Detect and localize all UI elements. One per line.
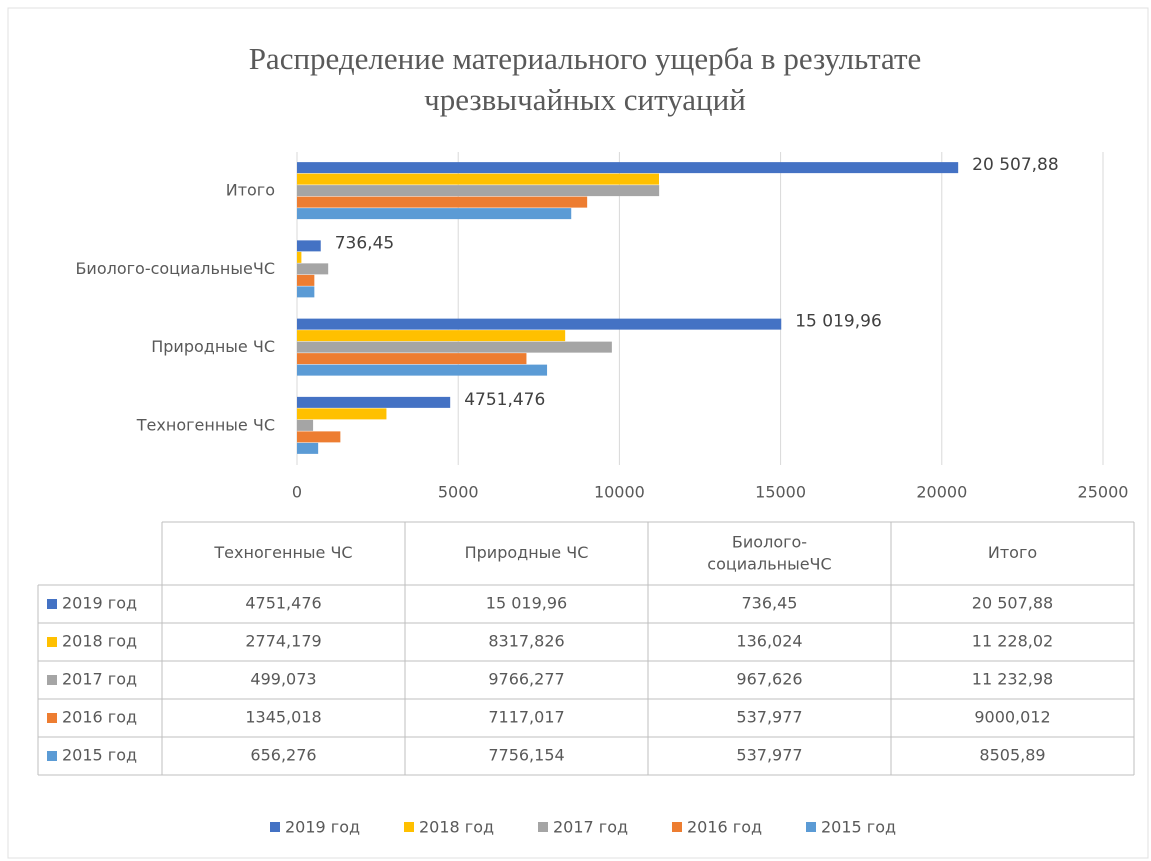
table-cell: 967,626 <box>736 670 802 689</box>
data-label: 15 019,96 <box>795 312 882 332</box>
data-label: 4751,476 <box>464 390 545 410</box>
bar <box>297 240 321 252</box>
table-cell: 537,977 <box>736 746 802 765</box>
table-cell: 499,073 <box>250 670 316 689</box>
table-cell: 11 228,02 <box>972 632 1053 651</box>
bar <box>297 208 572 220</box>
table-cell: 7756,154 <box>488 746 564 765</box>
bar <box>297 408 387 420</box>
bar <box>297 396 451 408</box>
table-cell: 2774,179 <box>245 632 321 651</box>
chart-border <box>7 7 1149 859</box>
table-cell: 11 232,98 <box>972 670 1053 689</box>
table-cell: 8317,826 <box>488 632 564 651</box>
legend-label: 2016 год <box>687 818 762 837</box>
bar <box>297 318 782 330</box>
legend-key <box>404 822 414 832</box>
bar <box>297 274 315 286</box>
table-cell: 9000,012 <box>974 708 1050 727</box>
bar <box>297 431 341 443</box>
legend-label: 2017 год <box>553 818 628 837</box>
bar <box>297 330 566 342</box>
y-tick-label: Техногенные ЧС <box>136 415 275 434</box>
bar <box>297 442 319 454</box>
table-row-label: 2018 год <box>62 632 137 651</box>
chart-title: чрезвычайных ситуаций <box>424 82 746 117</box>
bar <box>297 263 329 275</box>
x-tick-label: 10000 <box>594 483 645 502</box>
bar <box>297 185 660 197</box>
table-key <box>47 675 57 685</box>
x-tick-label: 0 <box>292 483 302 502</box>
table-cell: 20 507,88 <box>972 594 1053 613</box>
table-header: Биолого-социальныеЧС <box>707 532 831 573</box>
legend-key <box>806 822 816 832</box>
table-key <box>47 751 57 761</box>
table-header: Итого <box>988 543 1037 562</box>
table-row-label: 2015 год <box>62 746 137 765</box>
chart-title: Распределение материального ущерба в рез… <box>249 41 922 76</box>
bar <box>297 341 612 353</box>
table-header: Техногенные ЧС <box>213 543 352 562</box>
y-tick-label: Биолого-социальныеЧС <box>75 259 275 278</box>
table-row-label: 2019 год <box>62 594 137 613</box>
table-cell: 1345,018 <box>245 708 321 727</box>
table-key <box>47 713 57 723</box>
bar <box>297 196 588 208</box>
table-cell: 7117,017 <box>488 708 564 727</box>
bar <box>297 173 659 185</box>
table-key <box>47 637 57 647</box>
x-tick-label: 5000 <box>438 483 479 502</box>
legend-label: 2019 год <box>285 818 360 837</box>
legend-key <box>270 822 280 832</box>
bar <box>297 353 527 365</box>
y-tick-label: Итого <box>226 181 275 200</box>
table-cell: 656,276 <box>250 746 316 765</box>
bar <box>297 286 315 298</box>
legend-key <box>672 822 682 832</box>
x-tick-label: 15000 <box>755 483 806 502</box>
legend-label: 2015 год <box>821 818 896 837</box>
legend-label: 2018 год <box>419 818 494 837</box>
bar <box>297 162 959 174</box>
legend-key <box>538 822 548 832</box>
table-row-label: 2016 год <box>62 708 137 727</box>
table-cell: 15 019,96 <box>486 594 567 613</box>
data-label: 736,45 <box>335 233 394 253</box>
bar <box>297 251 302 263</box>
table-cell: 736,45 <box>742 594 798 613</box>
table-cell: 8505,89 <box>979 746 1045 765</box>
table-cell: 4751,476 <box>245 594 321 613</box>
table-cell: 136,024 <box>736 632 802 651</box>
bar <box>297 364 548 376</box>
x-tick-label: 25000 <box>1078 483 1129 502</box>
x-tick-label: 20000 <box>916 483 967 502</box>
table-cell: 9766,277 <box>488 670 564 689</box>
title-group: Распределение материального ущерба в рез… <box>249 41 922 117</box>
data-label: 20 507,88 <box>972 155 1059 175</box>
table-header: Природные ЧС <box>465 543 589 562</box>
bar <box>297 419 314 431</box>
table-row-label: 2017 год <box>62 670 137 689</box>
y-tick-label: Природные ЧС <box>151 337 275 356</box>
table-key <box>47 599 57 609</box>
table-cell: 537,977 <box>736 708 802 727</box>
